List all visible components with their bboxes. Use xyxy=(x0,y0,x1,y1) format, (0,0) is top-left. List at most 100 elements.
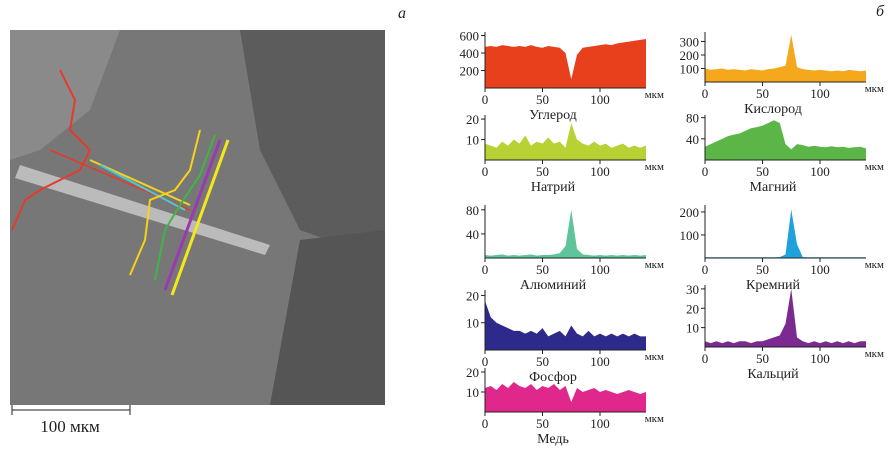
image-region xyxy=(10,30,120,160)
image-region xyxy=(240,30,385,260)
area xyxy=(485,123,646,160)
chart-title: Медь xyxy=(537,432,569,447)
chart-title: Углерод xyxy=(529,108,577,123)
sem-image xyxy=(10,30,385,405)
x-tick-label: 0 xyxy=(702,164,709,179)
x-tick-label: 100 xyxy=(590,262,610,277)
y-tick-label: 400 xyxy=(460,46,480,61)
x-tick-label: 0 xyxy=(482,354,489,369)
x-tick-label: 50 xyxy=(536,354,549,369)
x-axis-label: мкм xyxy=(645,259,664,271)
y-tick-label: 10 xyxy=(466,133,479,148)
x-tick-label: 0 xyxy=(482,164,489,179)
chart: 0 50 100 10 20 30 мкм Кальций xyxy=(686,282,884,382)
scale-bar-label: 100 мкм xyxy=(40,417,100,436)
x-tick-label: 50 xyxy=(756,86,769,101)
chart: 0 50 100 40 80 мкм Магний xyxy=(686,111,884,195)
x-tick-label: 100 xyxy=(810,351,830,366)
x-tick-label: 0 xyxy=(482,262,489,277)
y-tick-label: 200 xyxy=(680,48,700,63)
x-tick-label: 50 xyxy=(756,164,769,179)
chart: 0 50 100 10 20 мкм Медь xyxy=(466,365,664,447)
chart-title: Натрий xyxy=(531,180,576,195)
chart: 0 50 100 200 400 600 мкм Углерод xyxy=(460,29,665,124)
chart: 0 50 100 10 20 мкм Натрий xyxy=(466,112,664,195)
y-tick-label: 20 xyxy=(686,301,699,316)
x-tick-label: 50 xyxy=(756,351,769,366)
x-tick-label: 100 xyxy=(810,262,830,277)
panel-label: б xyxy=(876,3,885,20)
chart-title: Кальций xyxy=(747,367,799,382)
x-tick-label: 50 xyxy=(536,164,549,179)
x-axis-label: мкм xyxy=(645,161,664,173)
y-tick-label: 200 xyxy=(680,205,700,220)
x-axis-label: мкм xyxy=(645,351,664,363)
area xyxy=(705,288,866,347)
chart: 0 50 100 40 80 мкм Алюминий xyxy=(466,203,664,293)
y-tick-label: 10 xyxy=(466,385,479,400)
y-tick-label: 300 xyxy=(680,34,700,49)
y-tick-label: 20 xyxy=(466,288,479,303)
x-axis-label: мкм xyxy=(865,259,884,271)
chart-title: Кремний xyxy=(746,278,800,293)
x-tick-label: 0 xyxy=(482,416,489,431)
area xyxy=(485,300,646,350)
y-tick-label: 80 xyxy=(466,203,479,218)
scan-line xyxy=(163,139,222,291)
x-tick-label: 0 xyxy=(702,262,709,277)
y-tick-label: 200 xyxy=(460,64,480,79)
x-tick-label: 0 xyxy=(702,86,709,101)
y-tick-label: 20 xyxy=(466,112,479,127)
x-tick-label: 50 xyxy=(756,262,769,277)
profile-line xyxy=(154,134,216,281)
y-tick-label: 600 xyxy=(460,29,480,44)
y-tick-label: 100 xyxy=(680,61,700,76)
x-tick-label: 50 xyxy=(536,92,549,107)
chart: 0 50 100 100 200 мкм Кремний xyxy=(680,205,885,293)
x-axis-label: мкм xyxy=(645,89,664,101)
x-tick-label: 100 xyxy=(810,164,830,179)
scan-line xyxy=(170,139,230,296)
x-tick-label: 100 xyxy=(810,86,830,101)
x-tick-label: 0 xyxy=(482,92,489,107)
chart: 0 50 100 10 20 мкм Фосфор xyxy=(466,288,664,385)
profile-line xyxy=(129,129,201,276)
y-tick-label: 10 xyxy=(466,316,479,331)
y-tick-label: 80 xyxy=(686,111,699,126)
y-tick-label: 100 xyxy=(680,228,700,243)
area xyxy=(485,39,646,88)
x-tick-label: 100 xyxy=(590,164,610,179)
fiber xyxy=(15,165,270,255)
area xyxy=(705,34,866,82)
x-tick-label: 50 xyxy=(536,262,549,277)
panel-label: а xyxy=(398,5,406,22)
profile-line xyxy=(11,69,92,231)
y-tick-label: 20 xyxy=(466,365,479,380)
area xyxy=(705,120,866,160)
x-tick-label: 100 xyxy=(590,416,610,431)
y-tick-label: 10 xyxy=(686,321,699,336)
x-tick-label: 50 xyxy=(536,416,549,431)
image-region xyxy=(270,230,385,405)
x-axis-label: мкм xyxy=(865,348,884,360)
y-tick-label: 40 xyxy=(686,132,699,147)
scan-line xyxy=(99,164,186,211)
chart-title: Кислород xyxy=(744,102,802,117)
x-tick-label: 100 xyxy=(590,92,610,107)
x-axis-label: мкм xyxy=(865,83,884,95)
chart-title: Магний xyxy=(750,180,797,195)
x-tick-label: 100 xyxy=(590,354,610,369)
y-tick-label: 30 xyxy=(686,282,699,297)
chart-title: Фосфор xyxy=(529,370,577,385)
x-axis-label: мкм xyxy=(645,413,664,425)
area xyxy=(485,382,646,412)
area xyxy=(705,209,866,258)
x-axis-label: мкм xyxy=(865,161,884,173)
chart-title: Алюминий xyxy=(520,278,587,293)
area xyxy=(485,209,646,258)
x-tick-label: 0 xyxy=(702,351,709,366)
y-tick-label: 40 xyxy=(466,227,479,242)
